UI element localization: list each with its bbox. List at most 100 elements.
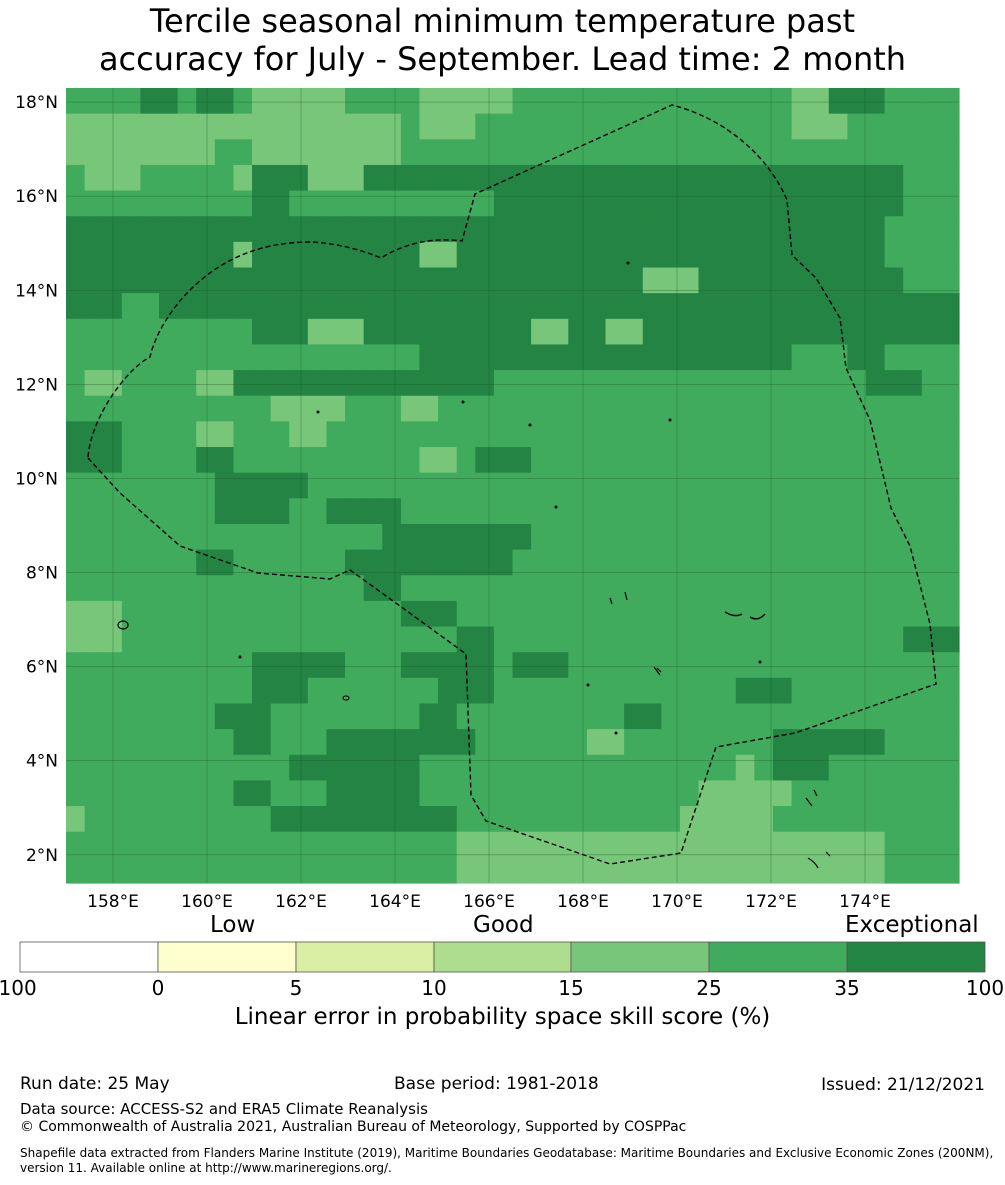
grid-cell — [586, 293, 607, 320]
grid-cell — [84, 164, 104, 192]
grid-cell — [549, 549, 569, 576]
grid-cell — [735, 241, 755, 269]
grid-cell — [865, 575, 886, 602]
grid-cell — [531, 472, 551, 499]
grid-cell — [884, 370, 904, 397]
grid-cell — [159, 498, 179, 525]
grid-cell — [493, 780, 514, 807]
grid-cell — [270, 447, 290, 474]
grid-cell — [624, 549, 644, 576]
grid-cell — [531, 677, 551, 705]
grid-cell — [791, 780, 811, 807]
grid-cell — [903, 498, 923, 525]
grid-cell — [512, 523, 532, 551]
longitude-label: 164°E — [369, 892, 421, 910]
grid-cell — [400, 498, 421, 525]
grid-cell — [512, 318, 532, 346]
grid-cell — [270, 216, 290, 243]
grid-cell — [679, 472, 700, 499]
grid-cell — [605, 113, 625, 140]
grid-cell — [624, 395, 644, 422]
grid-cell — [345, 549, 365, 576]
grid-cell — [475, 652, 495, 679]
grid-cell — [363, 293, 383, 320]
grid-cell — [568, 806, 588, 833]
grid-cell — [289, 652, 309, 679]
grid-cell — [735, 806, 755, 833]
grid-cell — [233, 754, 253, 782]
grid-cell — [363, 190, 383, 217]
grid-cell — [754, 806, 774, 833]
map-gridlines — [66, 88, 959, 883]
grid-cell — [586, 139, 607, 166]
grid-cell — [475, 447, 495, 474]
grid-cell — [512, 600, 532, 628]
grid-cell — [586, 831, 607, 858]
grid-cell — [307, 139, 328, 166]
grid-cell — [717, 88, 737, 115]
grid-cell — [791, 626, 811, 653]
grid-cell — [531, 498, 551, 525]
grid-cell — [717, 677, 737, 705]
grid-cell — [679, 780, 700, 807]
grid-cell — [233, 498, 253, 525]
grid-cell — [66, 523, 86, 551]
colorbar-segment — [295, 941, 435, 973]
grid-cell — [307, 88, 328, 115]
grid-cell — [382, 677, 402, 705]
grid-cell — [140, 806, 160, 833]
grid-cell — [289, 806, 309, 833]
grid-cell — [568, 370, 588, 397]
grid-cell — [531, 164, 551, 192]
grid-cell — [214, 472, 235, 499]
grid-cell — [493, 318, 514, 346]
grid-cell — [363, 754, 383, 782]
grid-cell — [159, 344, 179, 371]
longitude-label: 166°E — [463, 892, 515, 910]
grid-cell — [493, 113, 514, 140]
grid-cell — [531, 293, 551, 320]
grid-cell — [438, 729, 458, 756]
grid-cell — [772, 754, 793, 782]
grid-cell — [847, 164, 867, 192]
grid-cell — [382, 523, 402, 551]
shapefile-credit: Shapefile data extracted from Flanders M… — [20, 1146, 994, 1175]
grid-cell — [847, 267, 867, 294]
grid-cell — [214, 447, 235, 474]
grid-cell — [438, 831, 458, 858]
grid-cell — [661, 472, 681, 499]
grid-cell — [549, 703, 569, 730]
grid-cell — [605, 267, 625, 294]
grid-cell — [512, 677, 532, 705]
grid-cell — [568, 780, 588, 807]
grid-cell — [549, 780, 569, 807]
grid-cell — [196, 600, 216, 628]
grid-cell — [921, 447, 941, 474]
grid-cell — [512, 267, 532, 294]
longitude-labels: 158°E 160°E 162°E 164°E 166°E 168°E 170°E 172°E… — [87, 892, 891, 910]
grid-cell — [307, 600, 328, 628]
grid-cell — [754, 831, 774, 858]
grid-cell — [196, 626, 216, 653]
grid-cell — [772, 293, 793, 320]
grid-cell — [884, 857, 904, 884]
grid-cell — [233, 806, 253, 833]
grid-cell — [121, 318, 142, 346]
grid-cell — [84, 395, 104, 422]
grid-cell — [940, 575, 960, 602]
grid-cell — [66, 754, 86, 782]
grid-cell — [419, 754, 439, 782]
grid-cell — [196, 831, 216, 858]
grid-cell — [345, 703, 365, 730]
grid-cell — [865, 190, 886, 217]
grid-cell — [568, 318, 588, 346]
grid-cell — [772, 857, 793, 884]
grid-cell — [884, 652, 904, 679]
grid-cell — [475, 498, 495, 525]
grid-cell — [531, 447, 551, 474]
grid-cell — [140, 472, 160, 499]
grid-cell — [698, 344, 718, 371]
grid-cell — [568, 241, 588, 269]
grid-cell — [903, 754, 923, 782]
grid-cell — [772, 344, 793, 371]
